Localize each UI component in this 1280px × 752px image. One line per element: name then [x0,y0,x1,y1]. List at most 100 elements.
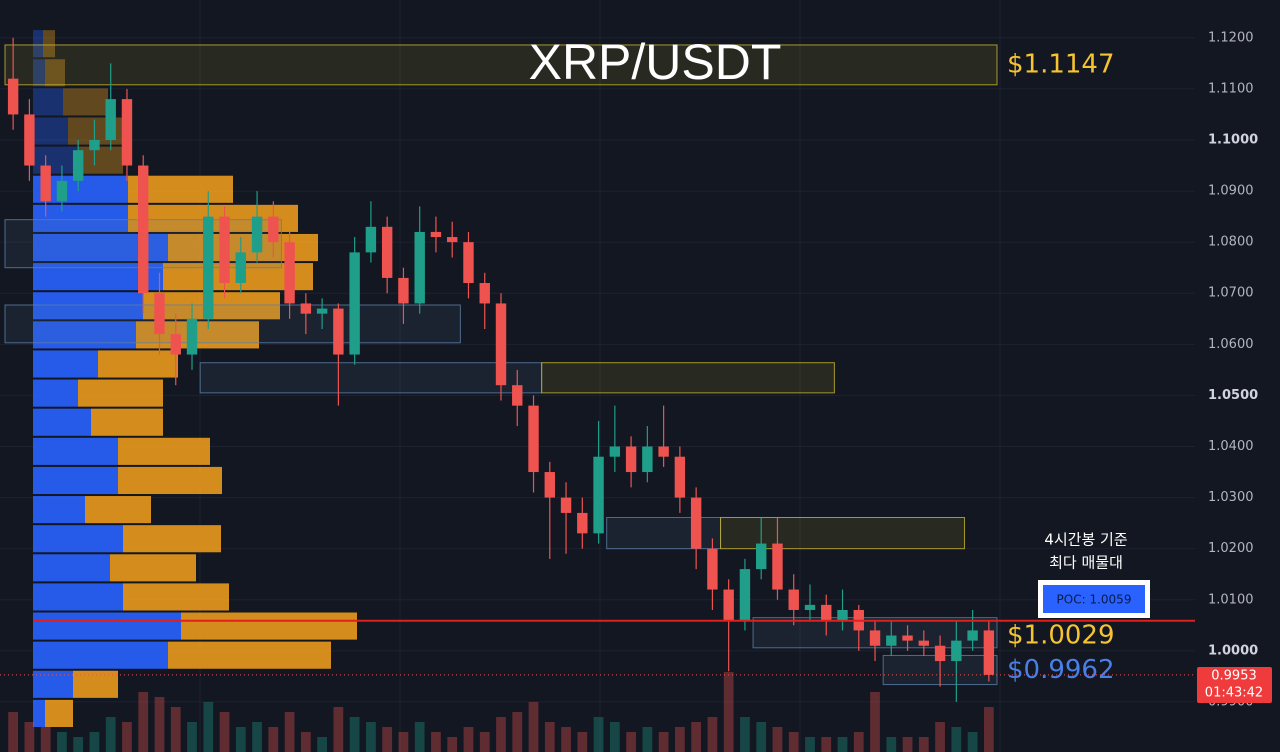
profile-buy [33,408,91,436]
profile-sell [123,525,221,553]
profile-buy [33,292,143,320]
volume-bar [431,732,441,752]
candle-body [544,472,555,498]
profile-buy [33,379,78,407]
candle-body [869,630,881,646]
volume-bar [333,707,344,752]
volume-bar [203,702,214,752]
profile-buy [33,117,68,145]
price-tag [1197,667,1272,703]
volume-bar [414,722,425,752]
candle-body [788,589,799,610]
volume-bar [300,732,311,752]
candle-body [658,446,669,457]
candle-body [837,609,848,621]
poc-label: POC: 1.0059 [1057,593,1132,607]
profile-sell [73,670,118,698]
candle-body [105,99,116,140]
candle-body [934,645,946,662]
candle-body [495,303,507,386]
candle-body [609,446,621,457]
volume-bar [219,712,230,752]
volume-bar [837,737,848,752]
price-annotation: $1.1147 [1007,49,1115,79]
profile-buy [33,30,43,58]
candle-body [821,604,832,621]
volume-bar [463,727,474,752]
y-tick-label: 1.1000 [1208,132,1258,147]
volume-bar [235,727,246,752]
volume-bar [187,722,197,752]
profile-sell [45,59,65,87]
poc-note: 4시간봉 기준 [1044,531,1128,549]
volume-bar [675,727,685,752]
candle-body [219,216,230,284]
volume-bar [40,727,51,752]
y-tick-label: 1.1200 [1208,30,1254,45]
candle-body [349,252,360,355]
candle-body [56,180,68,202]
profile-sell [78,146,123,174]
volume-bar [723,672,734,752]
candle-body [690,497,702,549]
volume-bar [707,717,718,752]
candle-body [89,139,100,151]
profile-buy [33,583,123,611]
volume-bar [122,722,132,752]
volume-bar [967,732,978,752]
y-tick-label: 1.0200 [1208,541,1254,556]
profile-sell [98,350,178,378]
price-tag-countdown: 01:43:42 [1205,686,1263,701]
volume-bar [902,737,913,752]
candle-body [316,308,328,314]
volume-bar [268,727,279,752]
volume-bar [658,732,669,752]
volume-bar [853,732,864,752]
profile-buy [33,554,110,582]
poc-box [1043,585,1145,613]
volume-bar [349,717,360,752]
zone [199,362,543,394]
profile-sell [110,554,196,582]
zone [4,44,998,86]
volume-bar [886,737,897,752]
volume-bar [284,712,295,752]
profile-buy [33,612,181,640]
candle-body [593,456,604,534]
zone [4,304,461,344]
y-tick-label: 1.0800 [1208,235,1254,250]
volume-bar [8,712,19,752]
y-tick-label: 1.0500 [1208,388,1258,403]
volume-bar [772,727,783,752]
volume-bar [626,732,636,752]
profile-sell [78,379,163,407]
profile-sell [91,408,163,436]
profile-buy [33,525,123,553]
profile-sell [45,699,73,727]
candle-body [625,446,637,473]
y-tick-label: 1.0600 [1208,337,1254,352]
candle-body [755,543,767,570]
candle-body [642,446,653,473]
volume-bar [740,717,750,752]
volume-bar [593,717,604,752]
volume-bar [788,732,799,752]
profile-sell [118,437,210,465]
volume-bar [105,717,116,752]
candle-body [430,231,442,238]
volume-bar [252,722,262,752]
candle-body [983,630,995,675]
volume-bar [366,722,376,752]
volume-bar [170,707,181,752]
candle-body [24,114,35,166]
candle-body [674,456,686,498]
volume-bar [561,727,571,752]
volume-bar [609,722,620,752]
candle-body [398,277,409,304]
candle-body [121,99,133,166]
candle-body [300,303,312,314]
candle-body [804,604,816,610]
candle-body [284,242,295,304]
profile-buy [33,321,136,349]
